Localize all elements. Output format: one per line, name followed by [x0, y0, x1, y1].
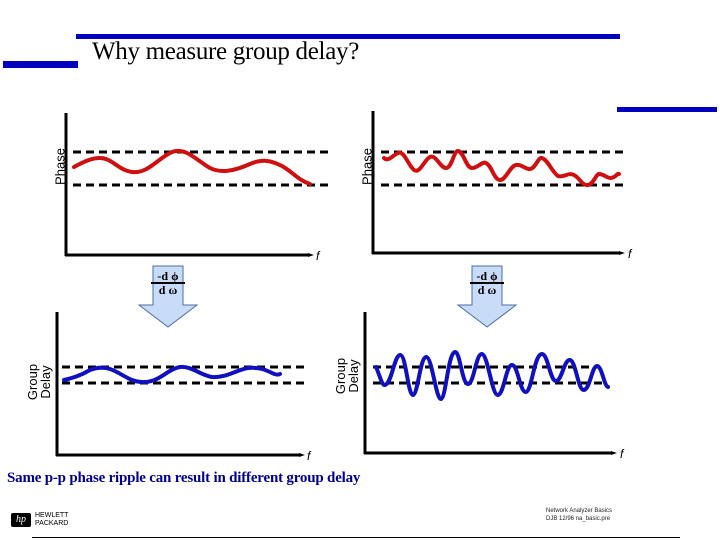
slide-caption: Same p-p phase ripple can result in diff…: [7, 470, 361, 486]
derivative-denominator: d ω: [158, 283, 178, 297]
y-axis-label-phase-1: Phase: [52, 148, 68, 185]
hp-logo-mark: hp: [11, 513, 31, 527]
y-axis-label-line2: Delay: [38, 365, 53, 399]
footer-line1: Network Analyzer Basics: [546, 508, 613, 514]
derivative-arrow-right: [456, 265, 518, 328]
chart-phase-fast: [371, 111, 628, 255]
chart-group-delay-large: [363, 312, 617, 455]
derivative-arrow-left: [137, 265, 199, 328]
right-accent-bar: [617, 107, 717, 112]
chart-phase-slow: [64, 113, 330, 257]
y-axis-label-group-delay-1: Group Delay: [25, 357, 53, 407]
derivative-formula-left: -d ϕ d ω: [151, 270, 185, 296]
derivative-denominator: d ω: [477, 283, 497, 297]
hp-logo-text: HEWLETT PACKARD: [35, 512, 68, 528]
x-axis-label-f-2: f: [628, 247, 632, 261]
y-axis-label-phase-2: Phase: [359, 148, 375, 185]
x-axis-label-f-3: f: [307, 449, 311, 463]
hp-logo: hp HEWLETT PACKARD: [11, 512, 68, 528]
x-axis-label-f-1: f: [316, 249, 320, 263]
x-axis-label-f-4: f: [620, 447, 624, 461]
footer-divider: [32, 537, 680, 538]
top-accent-bar: [76, 34, 620, 39]
logo-line2: PACKARD: [35, 520, 69, 527]
y-axis-label-group-delay-2: Group Delay: [333, 351, 361, 401]
slide-title: Why measure group delay?: [92, 38, 359, 65]
footer-note: Network Analyzer Basics DJB 12/96 na_bas…: [546, 507, 612, 523]
chart-group-delay-small: [55, 312, 308, 457]
derivative-formula-right: -d ϕ d ω: [470, 270, 504, 296]
derivative-numerator: -d ϕ: [470, 270, 504, 284]
footer-line2: DJB 12/96 na_basic.pre: [546, 516, 611, 522]
logo-line1: HEWLETT: [35, 512, 69, 519]
y-axis-label-line2: Delay: [346, 359, 361, 393]
left-accent-bar: [3, 61, 78, 68]
derivative-numerator: -d ϕ: [151, 270, 185, 284]
